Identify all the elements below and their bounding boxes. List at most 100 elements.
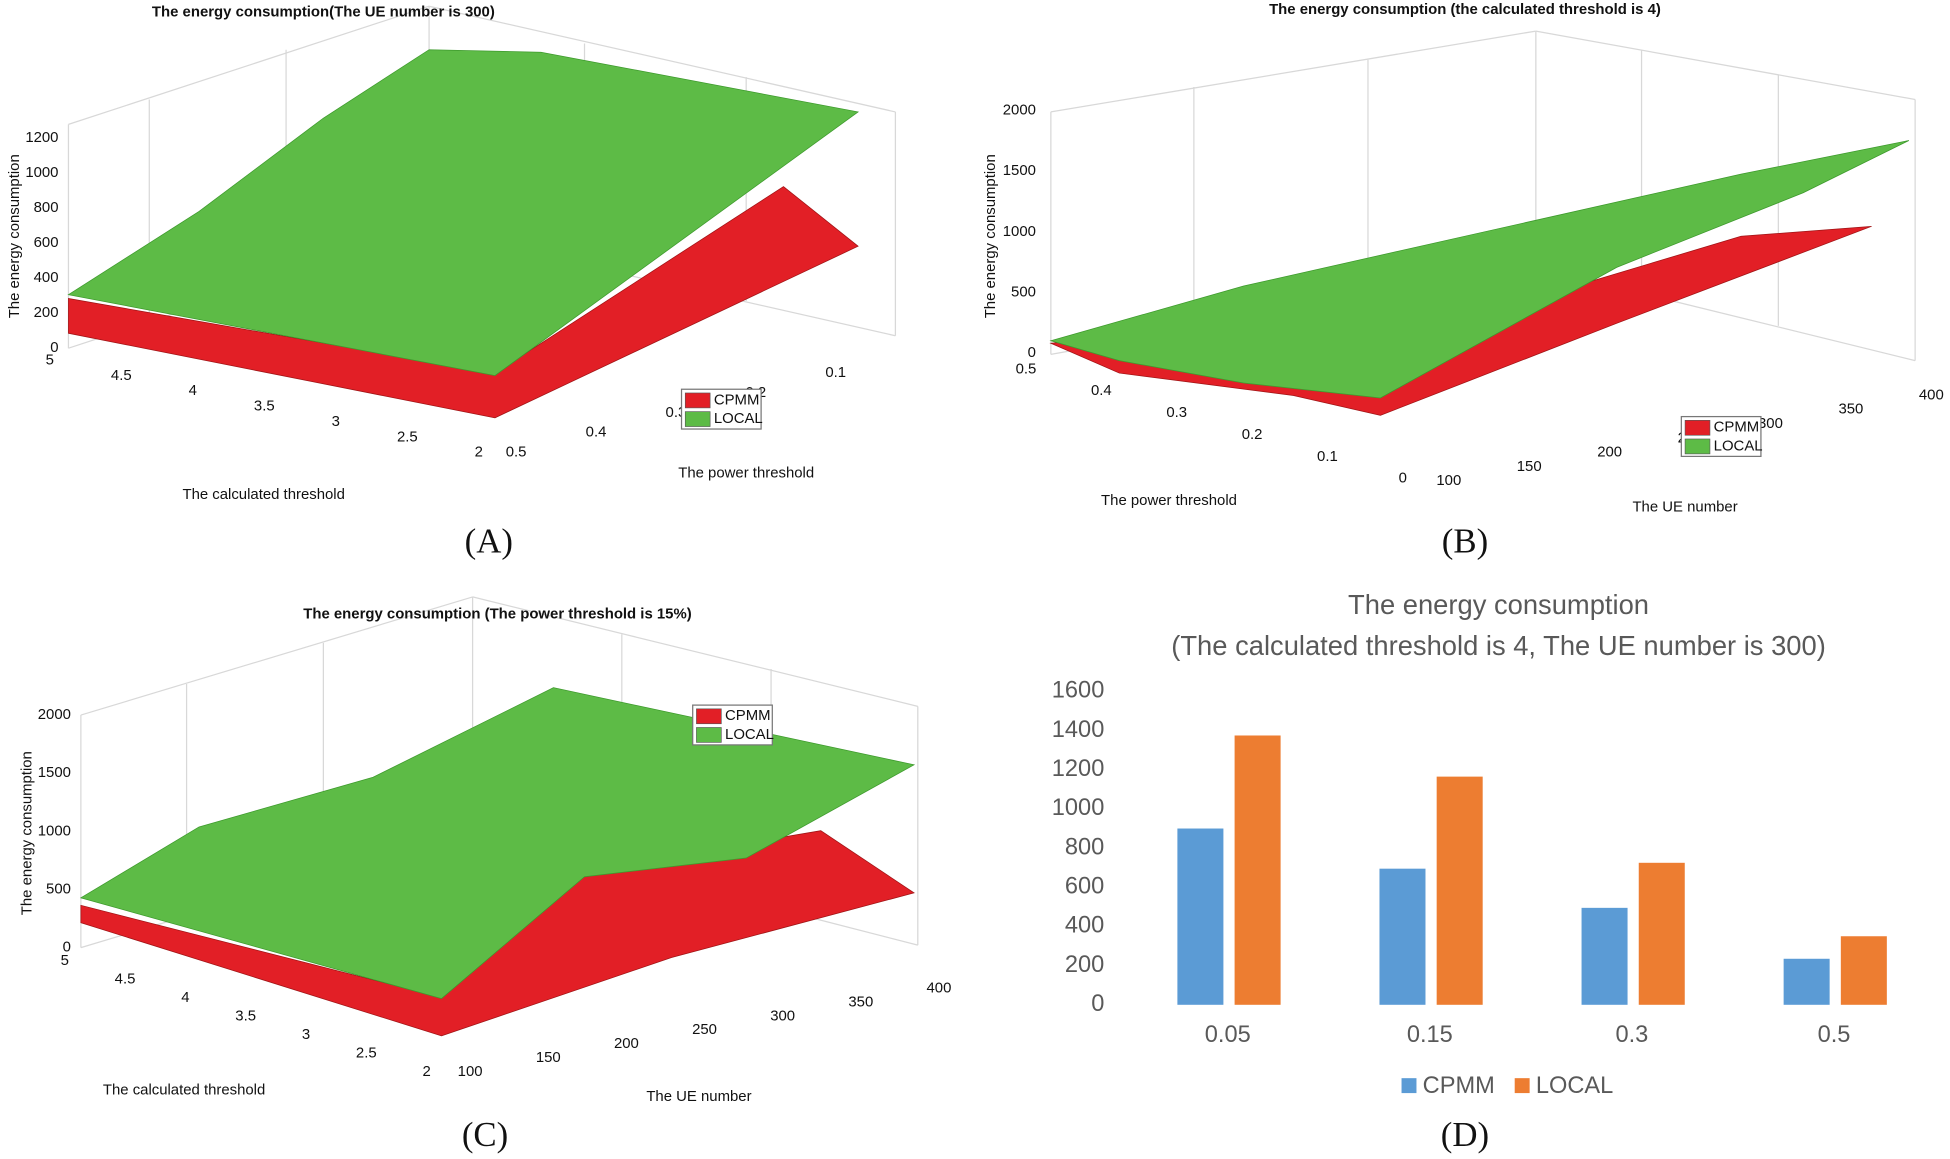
x-axis-label: The calculated threshold bbox=[103, 1082, 265, 1099]
y-tick-label: 200 bbox=[614, 1035, 639, 1052]
z-tick-label: 1000 bbox=[1003, 223, 1036, 240]
y-tick-label: 350 bbox=[848, 993, 873, 1010]
box-line bbox=[472, 596, 918, 707]
x-tick-label: 0.1 bbox=[1317, 448, 1338, 465]
y-axis-label: The UE number bbox=[1632, 498, 1737, 515]
x-axis-label: The power threshold bbox=[1101, 492, 1237, 509]
y-tick-label: 1400 bbox=[1052, 717, 1105, 743]
y-tick-label: 0.4 bbox=[586, 424, 607, 441]
bar bbox=[1234, 735, 1281, 1005]
y-tick-label: 200 bbox=[1065, 952, 1104, 978]
z-axis-label: The energy consumption bbox=[6, 154, 23, 318]
panel-label: (D) bbox=[1441, 1115, 1489, 1154]
box-line bbox=[1535, 30, 1916, 101]
y-tick-label: 400 bbox=[926, 980, 951, 997]
legend-label: LOCAL bbox=[725, 726, 774, 743]
chart-title: The energy consumption (The power thresh… bbox=[303, 605, 691, 622]
x-tick-label: 0.4 bbox=[1091, 382, 1112, 399]
bar bbox=[1379, 868, 1426, 1005]
z-tick-label: 200 bbox=[34, 304, 59, 321]
x-tick-label: 0.5 bbox=[1016, 360, 1037, 377]
chart-title: The energy consumption(The UE number is … bbox=[152, 3, 495, 20]
legend-swatch bbox=[696, 727, 722, 743]
bar bbox=[1436, 776, 1483, 1005]
surface bbox=[1049, 140, 1910, 399]
z-tick-label: 600 bbox=[34, 234, 59, 251]
z-axis-label: The energy consumption bbox=[982, 154, 999, 318]
box-line bbox=[68, 5, 430, 125]
z-tick-label: 800 bbox=[34, 199, 59, 216]
z-tick-label: 2000 bbox=[38, 706, 71, 723]
x-tick-label: 0 bbox=[1399, 470, 1407, 487]
y-tick-label: 600 bbox=[1065, 874, 1104, 900]
z-tick-label: 1200 bbox=[25, 129, 58, 146]
x-tick-label: 3 bbox=[332, 413, 340, 430]
y-tick-label: 800 bbox=[1065, 834, 1104, 860]
x-tick-label: 5 bbox=[61, 952, 69, 969]
legend-swatch bbox=[1684, 420, 1711, 436]
x-tick-label: 0.3 bbox=[1166, 404, 1187, 421]
y-tick-label: 200 bbox=[1597, 444, 1622, 461]
legend-swatch bbox=[696, 708, 722, 725]
z-tick-label: 400 bbox=[34, 269, 59, 286]
z-tick-label: 500 bbox=[46, 880, 71, 897]
bar bbox=[1177, 828, 1224, 1005]
bar bbox=[1783, 958, 1830, 1005]
z-tick-label: 0 bbox=[50, 339, 58, 356]
legend-label: LOCAL bbox=[1536, 1073, 1613, 1099]
y-axis-label: The power threshold bbox=[678, 465, 814, 482]
x-tick-label: 0.05 bbox=[1205, 1022, 1251, 1048]
surface bbox=[79, 687, 916, 999]
legend-swatch bbox=[684, 411, 711, 427]
y-tick-label: 350 bbox=[1838, 401, 1863, 418]
y-tick-label: 0.1 bbox=[825, 364, 846, 381]
panel-label: (B) bbox=[1442, 522, 1488, 561]
bar bbox=[1840, 936, 1887, 1005]
x-tick-label: 2.5 bbox=[397, 428, 418, 445]
z-tick-label: 500 bbox=[1011, 283, 1036, 300]
x-tick-label: 0.5 bbox=[1818, 1022, 1851, 1048]
y-tick-label: 1200 bbox=[1052, 756, 1105, 782]
z-tick-label: 2000 bbox=[1003, 102, 1036, 119]
surface-panel: The energy consumption(The UE number is … bbox=[6, 3, 897, 561]
box-line bbox=[1050, 30, 1536, 113]
bar bbox=[1638, 862, 1685, 1005]
legend-swatch bbox=[1401, 1078, 1417, 1094]
x-tick-label: 2.5 bbox=[356, 1044, 377, 1061]
legend-label: CPMM bbox=[1714, 419, 1760, 436]
legend-label: LOCAL bbox=[1714, 437, 1763, 454]
legend-label: CPMM bbox=[714, 391, 760, 408]
panel-label: (C) bbox=[462, 1115, 508, 1154]
y-tick-label: 400 bbox=[1919, 386, 1944, 403]
x-tick-label: 0.2 bbox=[1242, 426, 1263, 443]
z-tick-label: 0 bbox=[1028, 344, 1036, 361]
y-tick-label: 0 bbox=[1091, 991, 1104, 1017]
z-tick-label: 1500 bbox=[1003, 162, 1036, 179]
x-tick-label: 5 bbox=[46, 352, 54, 369]
x-tick-label: 2 bbox=[475, 444, 483, 461]
box-line bbox=[428, 5, 896, 113]
y-tick-label: 1600 bbox=[1052, 678, 1105, 704]
x-tick-label: 0.15 bbox=[1407, 1022, 1453, 1048]
legend-swatch bbox=[1684, 438, 1711, 455]
y-tick-label: 400 bbox=[1065, 913, 1104, 939]
chart-title: The energy consumption (the calculated t… bbox=[1269, 1, 1661, 18]
x-tick-label: 4 bbox=[181, 989, 189, 1006]
x-tick-label: 3.5 bbox=[235, 1008, 256, 1025]
x-axis-label: The calculated threshold bbox=[182, 486, 344, 503]
surface-panel: The energy consumption (The power thresh… bbox=[18, 596, 951, 1154]
z-axis-label: The energy consumption bbox=[18, 751, 35, 915]
y-tick-label: 150 bbox=[536, 1049, 561, 1066]
y-tick-label: 100 bbox=[1436, 472, 1461, 489]
y-tick-label: 300 bbox=[770, 1007, 795, 1024]
y-tick-label: 250 bbox=[692, 1021, 717, 1038]
y-tick-label: 150 bbox=[1517, 458, 1542, 475]
y-axis-label: The UE number bbox=[646, 1088, 751, 1105]
x-tick-label: 4.5 bbox=[115, 971, 136, 988]
y-tick-label: 100 bbox=[458, 1063, 483, 1080]
legend-swatch bbox=[1514, 1078, 1530, 1094]
y-tick-label: 1000 bbox=[1052, 795, 1105, 821]
bar-panel: The energy consumption (The calculated th… bbox=[1052, 589, 1887, 1154]
z-tick-label: 1000 bbox=[25, 164, 58, 181]
